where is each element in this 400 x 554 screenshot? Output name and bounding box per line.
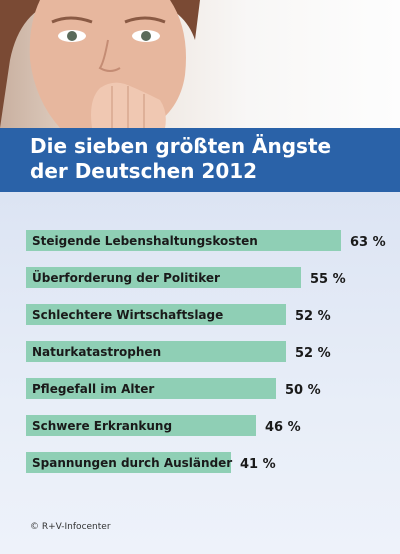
bar-value-label: 41 %	[240, 457, 276, 472]
bar-value-label: 55 %	[310, 272, 346, 287]
bar	[26, 267, 301, 288]
chart-title: Die sieben größten Ängste der Deutschen …	[30, 134, 390, 184]
bar-category-label: Schlechtere Wirtschaftslage	[32, 308, 223, 322]
bar	[26, 452, 231, 473]
bar-value-label: 52 %	[295, 309, 331, 324]
bar-category-label: Überforderung der Politiker	[32, 270, 220, 285]
title-line-1: Die sieben größten Ängste	[30, 134, 332, 158]
bar-category-label: Steigende Lebenshaltungskosten	[32, 234, 258, 248]
bar-category-label: Naturkatastrophen	[32, 345, 161, 359]
bar-category-label: Schwere Erkrankung	[32, 419, 172, 433]
title-line-2: der Deutschen 2012	[30, 159, 258, 183]
woman-face-illustration	[0, 0, 200, 128]
bar-value-label: 50 %	[285, 383, 321, 398]
chart-panel	[0, 192, 400, 554]
bar-value-label: 52 %	[295, 346, 331, 361]
bar	[26, 378, 276, 399]
bar	[26, 415, 256, 436]
bar-category-label: Pflegefall im Alter	[32, 382, 154, 396]
bar	[26, 230, 341, 251]
bar-value-label: 63 %	[350, 235, 386, 250]
bar	[26, 341, 286, 362]
title-band	[0, 128, 400, 192]
bar	[26, 304, 286, 325]
source-credit: © R+V-Infocenter	[30, 522, 111, 532]
bar-category-label: Spannungen durch Ausländer	[32, 456, 232, 470]
header-photo	[0, 0, 400, 128]
bar-value-label: 46 %	[265, 420, 301, 435]
bar-chart: Steigende Lebenshaltungskosten 63 % Überfo…	[26, 230, 386, 473]
